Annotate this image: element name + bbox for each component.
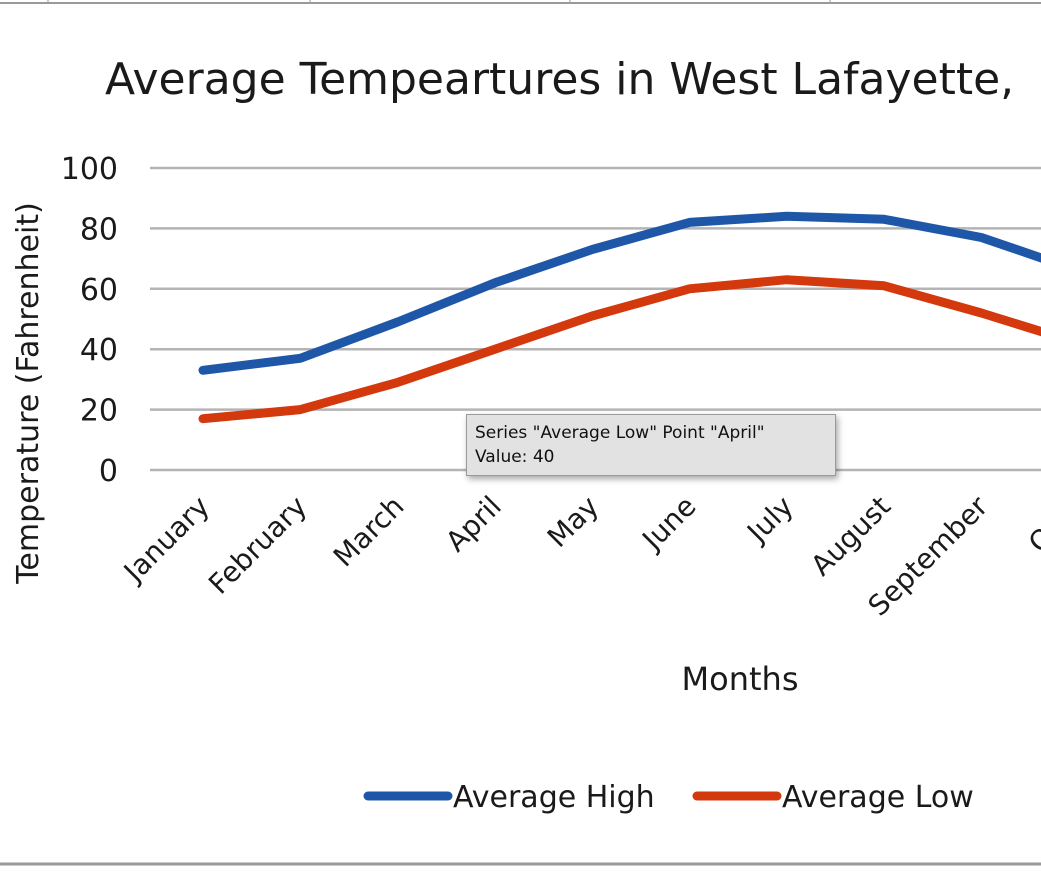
legend-label: Average Low [782, 780, 974, 815]
y-tick-label: 100 [61, 152, 118, 187]
x-tick-label: February [202, 490, 313, 601]
legend: Average High Average Low [363, 780, 974, 815]
y-tick-labels: 0 20 40 60 80 100 [61, 152, 118, 489]
x-tick-label: July [739, 490, 799, 550]
y-tick-label: 80 [80, 212, 118, 247]
x-tick-label: January [116, 490, 216, 590]
y-tick-label: 40 [80, 333, 118, 368]
x-axis-label: Months [682, 660, 799, 698]
x-tick-label: May [541, 490, 605, 554]
legend-label: Average High [453, 780, 655, 815]
series-lines [198, 211, 1041, 424]
x-tick-label: Octo [1022, 490, 1041, 560]
x-tick-label: June [635, 490, 703, 558]
chart-title: Average Tempeartures in West Lafayette, [105, 54, 1014, 105]
tooltip-value-text: Value: 40 [475, 447, 555, 467]
data-point-tooltip: Series "Average Low" Point "April" Value… [466, 414, 836, 476]
x-tick-label: April [439, 490, 508, 559]
series-line [198, 275, 1041, 424]
y-tick-label: 0 [99, 454, 118, 489]
x-tick-label: August [804, 490, 897, 583]
y-axis-label: Temperature (Fahrenheit) [11, 202, 46, 585]
series-line [198, 211, 1041, 375]
y-tick-label: 60 [80, 273, 118, 308]
tooltip-series-text: Series "Average Low" Point "April" [475, 423, 765, 443]
x-tick-label: March [327, 490, 411, 574]
y-tick-label: 20 [80, 394, 118, 429]
